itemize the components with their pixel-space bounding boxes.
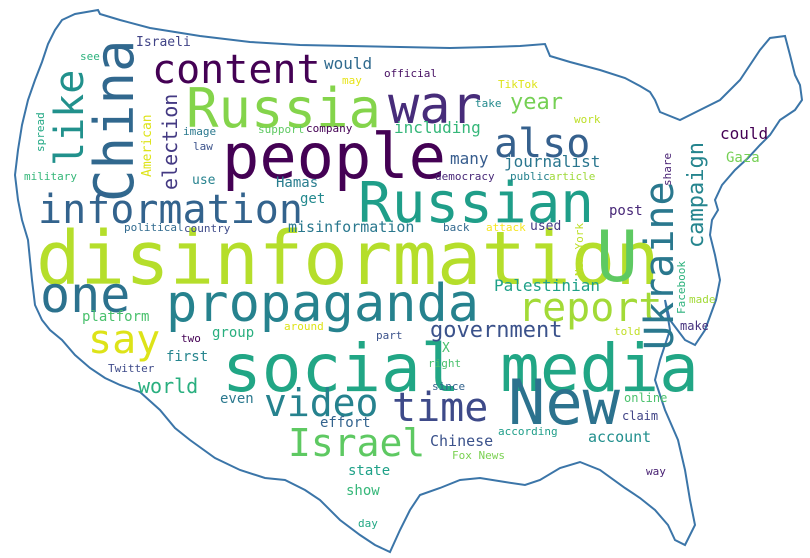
word-state: state: [348, 463, 391, 479]
word-use: use: [192, 173, 216, 188]
word-around: around: [284, 320, 324, 333]
word-group: group: [212, 325, 255, 341]
word-account: account: [588, 428, 652, 446]
word-get: get: [300, 191, 326, 207]
word-russian: Russian: [358, 171, 595, 236]
word-government: government: [430, 318, 563, 343]
word-video: video: [264, 381, 379, 425]
word-political: political: [124, 221, 184, 234]
word-social-media: social media: [222, 330, 699, 407]
word-chinese: Chinese: [430, 432, 494, 450]
word-world: world: [138, 374, 199, 398]
word-also: also: [494, 121, 591, 167]
word-china: China: [83, 39, 146, 202]
word-new: New: [508, 366, 620, 439]
word-made: made: [689, 293, 716, 306]
word-russia: Russia: [186, 77, 382, 140]
word-used: used: [530, 219, 562, 234]
word-part: part: [376, 329, 403, 342]
word-online: online: [624, 391, 668, 405]
word-show: show: [346, 483, 380, 499]
word-twitter: Twitter: [108, 362, 155, 375]
word-image: image: [183, 125, 217, 138]
word-back: back: [443, 221, 470, 234]
word-may: may: [342, 74, 362, 87]
word-israel: Israel: [288, 421, 426, 465]
word-say: say: [88, 317, 161, 363]
word-time: time: [392, 385, 489, 431]
word-take: take: [475, 97, 502, 110]
word-even: even: [220, 391, 254, 407]
word-make: make: [680, 319, 709, 333]
word-including: including: [394, 118, 481, 137]
word-law: law: [193, 140, 213, 153]
word-would: would: [324, 54, 373, 73]
word-day: day: [358, 517, 378, 530]
word-propaganda: propaganda: [166, 274, 480, 334]
word-report: report: [518, 285, 663, 331]
word-many: many: [450, 149, 489, 168]
word-spread: spread: [34, 112, 47, 152]
word-share: share: [661, 152, 674, 186]
word-election: election: [158, 93, 182, 190]
word-right: right: [428, 357, 462, 370]
word-palestinian: Palestinian: [494, 276, 600, 295]
word-one: one: [40, 266, 131, 324]
word-two: two: [181, 332, 201, 345]
word-content: content: [152, 47, 321, 93]
word-support: support: [258, 123, 305, 136]
word-according: according: [498, 425, 558, 438]
word-disinformation: disinformation: [36, 216, 660, 302]
word-u: U: [596, 216, 639, 298]
word-told: told: [614, 325, 641, 338]
word-journalist: journalist: [504, 152, 601, 171]
word-israeli: Israeli: [136, 35, 191, 50]
word-gaza: Gaza: [726, 150, 760, 166]
word-like: like: [47, 69, 93, 166]
word-post: post: [609, 203, 643, 219]
word-new-york: New York: [573, 223, 586, 276]
word-public: public: [510, 170, 550, 183]
word-x: X: [442, 341, 450, 356]
word-official: official: [384, 67, 437, 80]
word-misinformation: misinformation: [288, 218, 415, 236]
word-democracy: democracy: [435, 170, 495, 183]
word-effort: effort: [320, 415, 371, 431]
word-people: people: [222, 120, 446, 193]
word-military: military: [24, 170, 77, 183]
word-hamas: Hamas: [276, 175, 319, 191]
word-work: work: [574, 113, 601, 126]
word-could: could: [720, 124, 769, 143]
word-claim: claim: [622, 409, 659, 423]
word-ukraine: Ukraine: [637, 181, 683, 350]
word-company: company: [306, 122, 353, 135]
word-fox-news: Fox News: [452, 449, 505, 462]
word-facebook: Facebook: [675, 261, 688, 314]
word-country: country: [184, 222, 231, 235]
word-campaign: campaign: [684, 142, 709, 248]
word-tiktok: TikTok: [498, 78, 538, 91]
word-see: see: [80, 50, 100, 63]
word-platform: platform: [82, 309, 150, 325]
word-information: information: [38, 187, 303, 233]
word-way: way: [646, 465, 666, 478]
word-first: first: [166, 349, 209, 365]
word-year: year: [510, 90, 563, 115]
word-attack: attack: [486, 221, 526, 234]
word-american: American: [140, 114, 155, 177]
word-article: article: [549, 170, 596, 183]
word-war: war: [388, 76, 482, 136]
word-since: since: [432, 380, 466, 393]
